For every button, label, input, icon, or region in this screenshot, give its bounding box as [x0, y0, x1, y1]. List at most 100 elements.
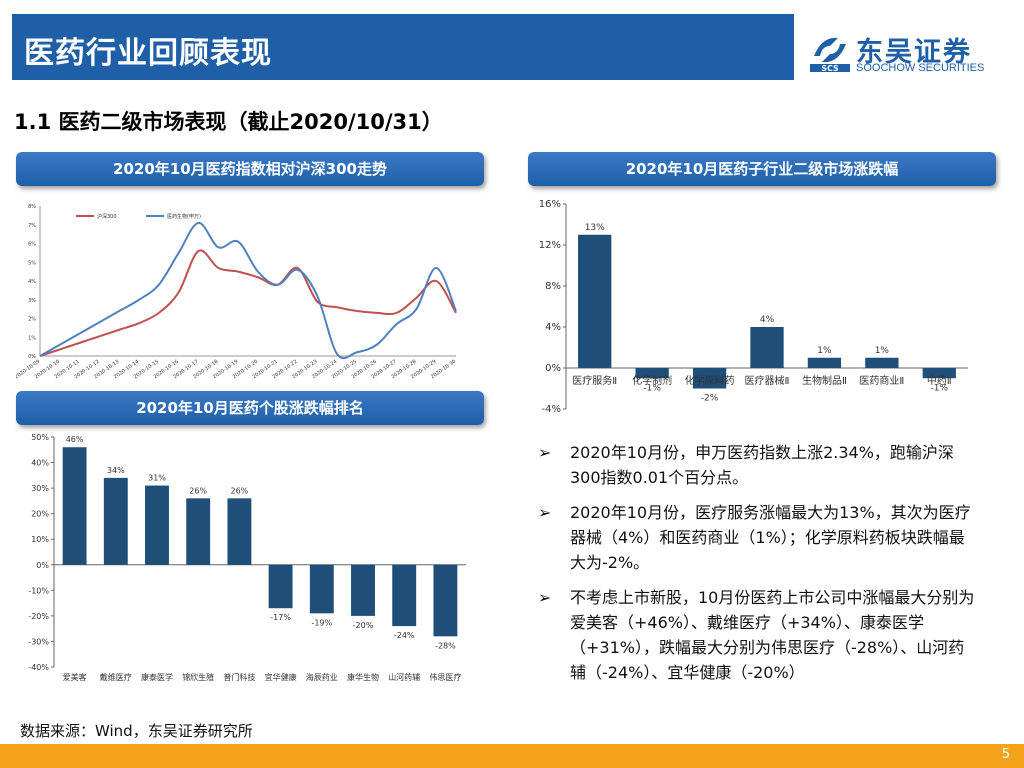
category-label: 中药Ⅱ	[927, 374, 952, 387]
data-label: 1%	[875, 346, 890, 356]
bar	[62, 447, 87, 565]
bar	[309, 564, 334, 614]
bar	[865, 357, 899, 368]
category-label: 宜华健康	[265, 672, 297, 682]
bar	[227, 498, 252, 565]
series-line-1	[39, 249, 457, 357]
y-tick-label: 0%	[28, 354, 36, 360]
bar	[692, 368, 727, 389]
y-tick-label: 4%	[545, 322, 561, 333]
y-tick-label: 16%	[539, 199, 561, 210]
bar	[145, 485, 169, 565]
bar	[635, 368, 669, 379]
category-label: 化学原料药	[685, 374, 735, 387]
y-tick-label: 7%	[28, 223, 36, 229]
data-label: 26%	[231, 486, 249, 495]
y-tick-label: -10%	[28, 586, 49, 595]
y-tick-label: 4%	[28, 279, 36, 285]
y-tick-label: 10%	[31, 535, 49, 544]
y-tick-label: -30%	[28, 637, 49, 646]
arrow-bullet-icon: ➢	[538, 588, 552, 607]
y-tick-label: 8%	[28, 204, 36, 210]
data-label: -17%	[270, 613, 291, 622]
y-tick-label: -40%	[28, 663, 49, 672]
subsector-bar-chart: -4%0%4%8%12%16%13%医疗服务Ⅱ-1%化学制剂-2%化学原料药4%…	[539, 199, 968, 415]
data-label: -2%	[701, 394, 719, 404]
y-tick-label: 20%	[31, 510, 49, 519]
header-bar: 医药行业回顾表现	[12, 14, 794, 80]
y-tick-label: 6%	[28, 242, 36, 248]
logo-mark-icon: SCS	[810, 37, 850, 72]
stocks-bar-chart: -40% -30% -20% -10% 0% 10% 20% 30% 40% 50% 46% 爱美客 3…	[28, 433, 466, 682]
category-label: 戴维医疗	[100, 672, 132, 682]
y-tick-label: 0%	[36, 561, 49, 570]
data-source-note: 数据来源：Wind，东吴证券研究所	[20, 722, 253, 740]
category-label: 普门科技	[223, 672, 255, 682]
commentary-item: ➢ 2020年10月份，申万医药指数上涨2.34%，跑输沪深300指数0.01个百…	[538, 440, 978, 490]
category-label: 康泰医学	[141, 672, 173, 682]
logo-text-en: SOOCHOW SECURITIES	[856, 62, 985, 74]
commentary-item: ➢ 不考虑上市新股，10月份医药上市公司中涨幅最大分别为爱美客（+46%）、戴维医…	[538, 585, 978, 685]
y-tick-label: 0%	[545, 363, 561, 374]
y-tick-label: 5%	[28, 260, 36, 266]
subsector-chart-header: 2020年10月医药子行业二级市场涨跌幅	[528, 152, 996, 186]
category-label: 山河药辅	[388, 672, 420, 682]
category-label: 伟思医疗	[429, 672, 461, 682]
arrow-bullet-icon: ➢	[538, 443, 552, 462]
data-label: -20%	[353, 621, 374, 630]
stocks-chart-header: 2020年10月医药个股涨跌幅排名	[16, 391, 484, 425]
data-label: -24%	[394, 631, 415, 640]
bar	[578, 234, 612, 368]
y-tick-label: 3%	[28, 298, 36, 304]
y-tick-label: 30%	[31, 484, 49, 493]
commentary-item: ➢ 2020年10月份，医疗服务涨幅最大为13%，其次为医疗器械（4%）和医药商业…	[538, 500, 978, 575]
bar	[186, 498, 211, 565]
y-tick-label: 12%	[539, 240, 561, 251]
bar	[392, 564, 417, 627]
y-tick-label: 8%	[545, 281, 561, 292]
data-label: 26%	[189, 486, 207, 495]
bar	[268, 564, 293, 609]
page-number: 5	[1001, 747, 1010, 762]
data-label: -19%	[311, 618, 332, 627]
series-line-2	[39, 221, 457, 360]
y-tick-label: 1%	[28, 335, 36, 341]
data-label: 31%	[148, 474, 166, 483]
category-label: 爱美客	[63, 672, 87, 682]
footer-bar: 5	[0, 744, 1024, 768]
commentary-text: 不考虑上市新股，10月份医药上市公司中涨幅最大分别为爱美客（+46%）、戴维医疗…	[570, 588, 975, 682]
page-title: 医药行业回顾表现	[24, 36, 272, 71]
category-label: 化学制剂	[632, 374, 672, 387]
bar	[103, 477, 128, 565]
y-tick-label: 2%	[28, 317, 36, 323]
logo-mark-text: SCS	[821, 64, 839, 72]
category-label: 医疗服务Ⅱ	[572, 374, 617, 387]
data-label: -28%	[435, 641, 456, 650]
line-chart: 0%1%2%3%4%5%6%7%8%2020-10-092020-10-1020…	[16, 204, 457, 380]
arrow-bullet-icon: ➢	[538, 503, 552, 522]
category-label: 康华生物	[347, 672, 379, 682]
y-tick-label: 50%	[31, 433, 49, 442]
company-logo: SCS 东吴证券 SOOCHOW SECURITIES	[802, 14, 1012, 80]
legend-label: 医药生物(申万)	[167, 213, 201, 220]
category-label: 医疗器械Ⅱ	[745, 374, 790, 387]
logo-text-cn: 东吴证券	[856, 37, 972, 68]
data-label: 34%	[107, 466, 125, 475]
data-label: -1%	[643, 383, 661, 393]
category-label: 医药商业Ⅱ	[859, 374, 904, 387]
category-label: 生物制品Ⅱ	[802, 374, 847, 387]
data-label: 1%	[817, 346, 832, 356]
bar	[433, 564, 458, 637]
line-chart-header: 2020年10月医药指数相对沪深300走势	[16, 152, 484, 186]
commentary-text: 2020年10月份，申万医药指数上涨2.34%，跑输沪深300指数0.01个百分…	[570, 443, 954, 487]
category-label: 锦欣生殖	[182, 672, 214, 682]
bar	[922, 368, 956, 379]
data-label: -1%	[931, 383, 949, 393]
y-tick-label: -20%	[28, 612, 49, 621]
commentary-list: ➢ 2020年10月份，申万医药指数上涨2.34%，跑输沪深300指数0.01个百…	[538, 440, 978, 695]
data-label: 46%	[66, 435, 84, 444]
commentary-text: 2020年10月份，医疗服务涨幅最大为13%，其次为医疗器械（4%）和医药商业（…	[570, 503, 971, 572]
section-title: 1.1 医药二级市场表现（截止2020/10/31）	[14, 110, 443, 134]
data-label: 4%	[760, 315, 775, 325]
category-label: 海辰药业	[306, 672, 338, 682]
